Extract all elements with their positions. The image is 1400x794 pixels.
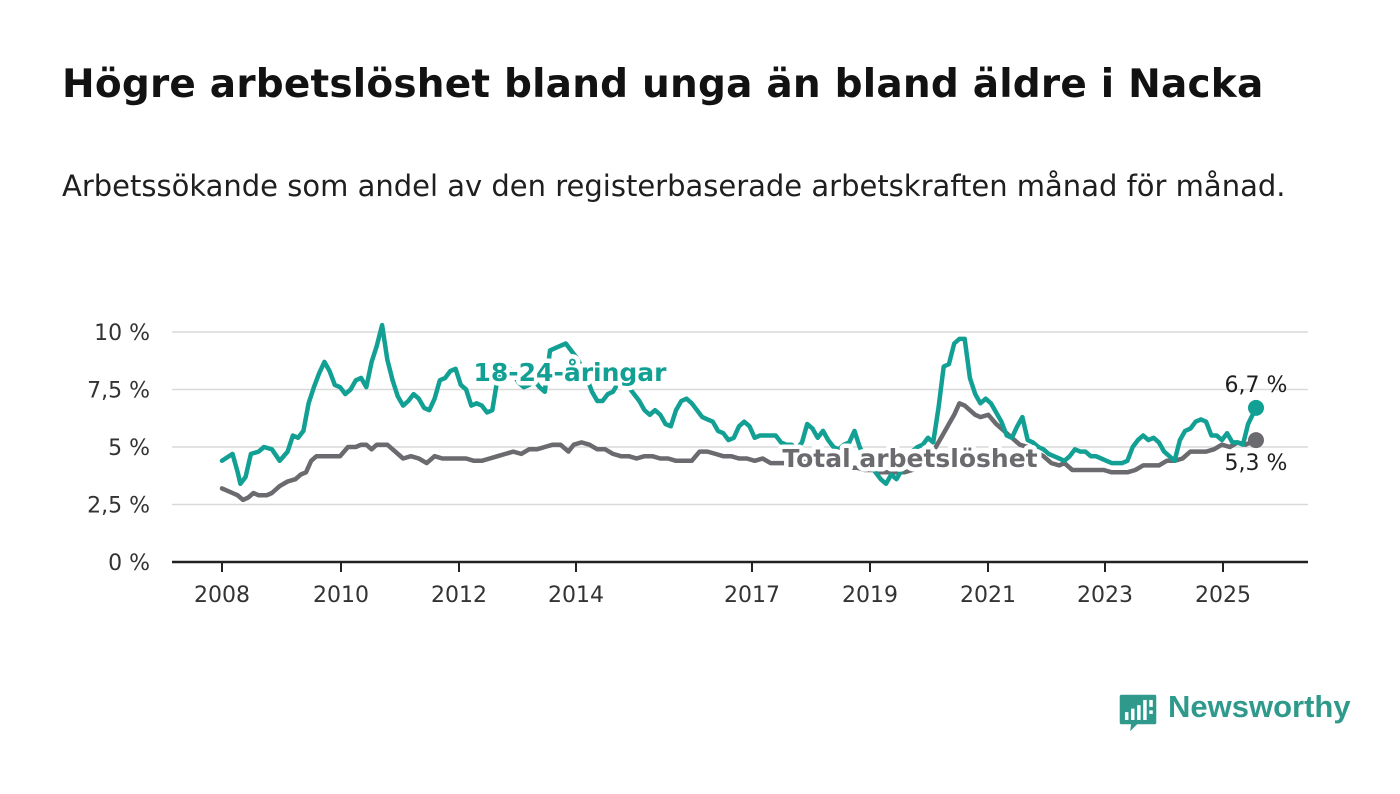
x-tick-label: 2017 [724,583,780,608]
x-tick-label: 2021 [960,583,1016,608]
x-tick-label: 2008 [194,583,250,608]
y-tick-label: 0 % [108,551,150,576]
youth-end-marker [1248,399,1264,416]
youth-end-label: 6,7 % [1225,373,1288,398]
x-tick-label: 2012 [431,583,487,608]
y-tick-label: 2,5 % [87,494,150,519]
chart-title: Högre arbetslöshet bland unga än bland ä… [62,62,1264,107]
chart-subtitle: Arbetssökande som andel av den registerb… [62,169,1286,203]
total-end-marker [1248,432,1264,449]
total-series-label: Total arbetslöshet [782,444,1037,473]
x-tick-label: 2010 [313,583,369,608]
y-tick-label: 5 % [108,436,150,461]
newsworthy-logo-text: Newsworthy [1168,689,1351,724]
total-series-line [219,401,1259,503]
x-tick-label: 2014 [548,583,604,608]
x-tick-label: 2025 [1195,583,1251,608]
x-tick-label: 2019 [842,583,898,608]
x-tick-label: 2023 [1077,583,1133,608]
y-tick-label: 7,5 % [87,379,150,404]
youth-series-label: 18-24-åringar [474,358,668,387]
y-tick-label: 10 % [94,321,150,346]
total-end-label: 5,3 % [1225,451,1288,476]
bar-chart-speech-bubble-icon [1119,694,1157,732]
youth-series-line [219,322,1259,487]
